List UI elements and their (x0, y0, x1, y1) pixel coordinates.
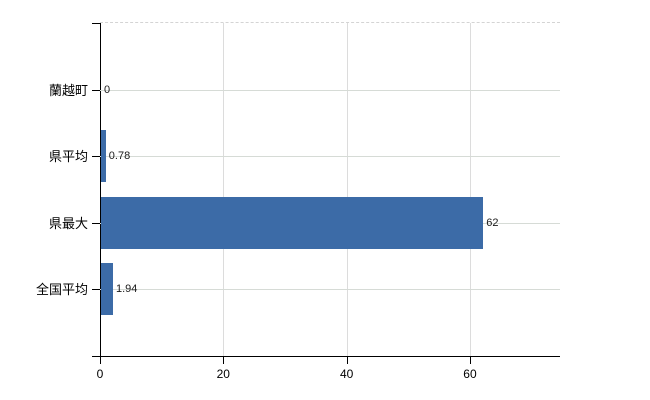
category-gridline (100, 156, 560, 158)
category-label: 県平均 (48, 149, 88, 165)
plot-area: 0 20 40 60 蘭越町 0 県平均 0.78 県最大 62 全国平均 1.94 (36, 22, 560, 381)
x-gridline (346, 23, 348, 356)
value-label: 0.78 (108, 150, 131, 163)
x-gridline (223, 23, 225, 356)
x-axis-tick (100, 357, 101, 364)
x-axis-line (92, 356, 560, 357)
x-tick-label: 60 (463, 367, 477, 381)
bar (101, 263, 113, 316)
x-gridline (469, 23, 471, 356)
y-axis-top-tick (92, 23, 100, 24)
y-axis-line (100, 23, 101, 357)
x-axis-tick (469, 357, 471, 364)
category-gridline (100, 89, 560, 91)
x-axis-tick (346, 357, 348, 364)
category-label: 蘭越町 (48, 82, 88, 98)
y-axis-tick (92, 289, 100, 291)
value-label: 62 (486, 216, 499, 229)
bar (101, 130, 106, 183)
y-axis-tick (92, 89, 100, 91)
x-tick-label: 20 (216, 367, 230, 381)
x-tick-label: 0 (96, 367, 104, 381)
value-label: 1.94 (115, 283, 138, 296)
value-label: 0 (104, 83, 111, 96)
category-label: 全国平均 (35, 282, 88, 298)
x-tick-label: 40 (339, 367, 354, 381)
category-gridline (100, 289, 560, 291)
y-axis-tick (92, 156, 100, 158)
y-axis-tick (92, 222, 100, 224)
category-label: 県最大 (48, 215, 88, 231)
x-axis-tick (223, 357, 225, 364)
bar (101, 196, 484, 249)
